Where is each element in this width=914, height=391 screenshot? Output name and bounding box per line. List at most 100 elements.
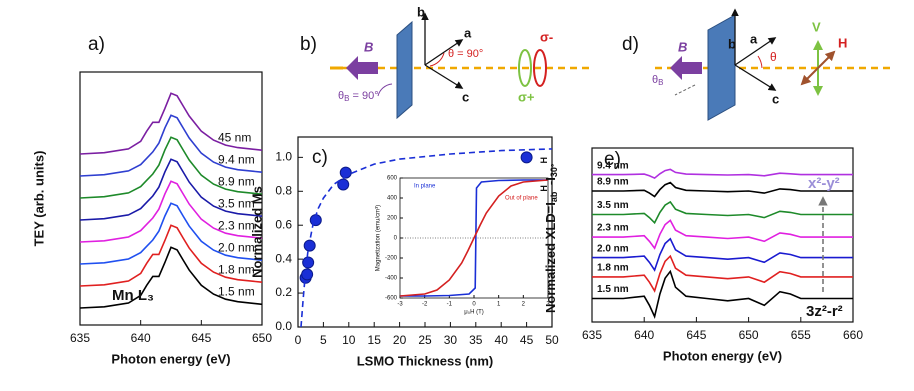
- x-tick-label: 20: [393, 333, 407, 347]
- y-tick-label: 0: [394, 236, 398, 242]
- series-label: 2.0 nm: [597, 243, 629, 254]
- pol-h: [800, 67, 819, 86]
- axis: [734, 37, 777, 66]
- y-axis-label-part: H: [539, 157, 549, 164]
- y-axis-label: Normalized XLD=IabH-I30°H: [539, 157, 559, 313]
- y-tick-label: 0.4: [275, 251, 292, 265]
- field-arrow: [346, 56, 378, 80]
- chart-panel: 635 640 645 650 Photon energy (eV) TEY (arb. …: [31, 34, 272, 366]
- x-tick-label: 10: [342, 333, 356, 347]
- panel-label: e): [604, 149, 621, 170]
- text: θ: [338, 90, 344, 102]
- series-line: [79, 246, 263, 309]
- series-line: [592, 219, 853, 250]
- x-tick-label: 655: [791, 328, 811, 342]
- x-axis-label: LSMO Thickness (nm): [357, 353, 494, 368]
- point: [301, 268, 314, 281]
- series-line: [592, 269, 853, 320]
- axis-label: c: [462, 89, 469, 104]
- annotation: Mn L₃: [112, 287, 154, 304]
- series-line: [592, 254, 853, 293]
- series-line: [79, 202, 263, 265]
- guide: [674, 84, 696, 96]
- panel-label: c): [312, 147, 328, 168]
- axis-label: a: [464, 25, 472, 40]
- axis: [424, 64, 464, 89]
- series-line: [79, 224, 263, 287]
- panel-label: d): [622, 34, 639, 55]
- y-tick-label: 0.8: [275, 183, 292, 197]
- series-label: 2.3 nm: [597, 223, 629, 234]
- y-axis-label-part: ab: [549, 191, 559, 202]
- y-tick-label: -400: [385, 276, 398, 282]
- y-tick-label: 0.6: [275, 217, 292, 231]
- point: [520, 151, 533, 164]
- x-tick-label: 5: [320, 333, 327, 347]
- series-label: 9.4 nm: [218, 152, 255, 166]
- x-tick-label: 640: [131, 331, 151, 345]
- theta-label: θ: [770, 50, 777, 64]
- series-label: 3.5 nm: [218, 196, 255, 210]
- x-tick-label: 2: [522, 302, 526, 308]
- y-axis-label-part: 30°: [549, 163, 559, 177]
- x-axis-label: Photon energy (eV): [111, 351, 230, 366]
- y-tick-label: -200: [385, 256, 398, 262]
- angle: [429, 52, 445, 67]
- y-axis-label-part: -I: [543, 177, 558, 185]
- theta-b-label: θB = 90°: [338, 90, 379, 103]
- series-line: [79, 180, 263, 243]
- legend-label: In plane: [414, 184, 436, 190]
- x-tick-label: 15: [368, 333, 382, 347]
- series-line: [592, 181, 853, 198]
- panel-label: a): [88, 34, 105, 55]
- y-axis-label-part: H: [539, 185, 549, 192]
- diagram-d: d) b a c B θ V H θB: [622, 8, 890, 121]
- x-tick-label: 0: [472, 302, 476, 308]
- axis-label: b: [417, 4, 425, 19]
- y-tick-label: 1.0: [275, 150, 292, 164]
- x-tick-label: 645: [191, 331, 211, 345]
- sigma-minus: [533, 49, 547, 87]
- chart-panel: 635 640 645 650 655 660 Photon energy (eV) Norm…: [539, 147, 863, 363]
- text: = 90°: [349, 90, 378, 102]
- series-label: 1.8 nm: [218, 262, 255, 276]
- y-tick-label: 0.0: [275, 319, 292, 333]
- series-line: [79, 114, 263, 177]
- series-label: 45 nm: [218, 130, 251, 144]
- x-tick-label: 650: [252, 331, 272, 345]
- sigma-label: σ-: [540, 29, 553, 44]
- sample: [396, 20, 413, 120]
- sigma-label: σ+: [518, 89, 535, 104]
- x-tick-label: 50: [545, 333, 559, 347]
- x-tick-label: 660: [843, 328, 863, 342]
- field-label: B: [364, 39, 373, 54]
- series-line: [592, 237, 853, 272]
- x-tick-label: -3: [397, 302, 403, 308]
- series-label: 8.9 nm: [597, 177, 629, 188]
- chart-panel: -3 -2 -1 0 1 2 3 -600 -400 -200 0 200 400 600 μ₀H (T) M…: [376, 176, 551, 316]
- y-axis-label-part: Normalized XLD=I: [543, 202, 558, 313]
- angle: [757, 55, 763, 69]
- legend-label: Out of plane: [505, 196, 538, 202]
- x-tick-label: 0: [295, 333, 302, 347]
- axis-label: b: [728, 36, 736, 51]
- diagram-b: b) b a c B θ = 90° σ- σ+ θB = 90°: [300, 4, 590, 120]
- series-label: 1.5 nm: [218, 284, 255, 298]
- y-tick-label: 200: [387, 216, 398, 222]
- x-tick-label: 45: [520, 333, 534, 347]
- sample: [707, 14, 736, 121]
- point: [302, 256, 315, 269]
- text: B: [658, 78, 663, 87]
- x-tick-label: 635: [70, 331, 90, 345]
- series-line: [79, 158, 263, 221]
- x-tick-label: 25: [418, 333, 432, 347]
- x-tick-label: 640: [634, 328, 654, 342]
- field-label: B: [678, 39, 687, 54]
- plot-frame: [591, 147, 854, 323]
- series-line: [79, 136, 263, 199]
- y-axis-label: TEY (arb. units): [31, 151, 46, 247]
- series-line: [79, 92, 263, 155]
- series-label: 2.3 nm: [218, 218, 255, 232]
- series-line: [400, 179, 548, 297]
